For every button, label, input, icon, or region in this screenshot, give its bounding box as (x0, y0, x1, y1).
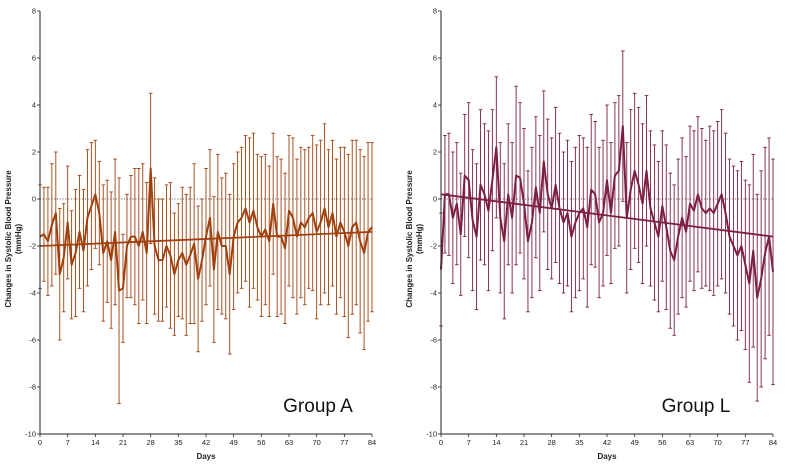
group-a-y-tick-label: 2 (32, 148, 36, 157)
group-l-y-tick-label: -8 (430, 383, 437, 392)
group-l-y-tick-label: -10 (426, 430, 437, 439)
group-a-x-tick-label: 49 (229, 438, 237, 447)
group-a-y-axis-title-line1: Changes in Systolic Blood Pressure (4, 170, 13, 308)
group-l-y-tick-label: 0 (433, 195, 437, 204)
group-a-x-tick-label: 7 (66, 438, 70, 447)
group-l-x-tick-label: 21 (520, 438, 528, 447)
group-a-y-tick-label: -10 (25, 430, 36, 439)
group-a-y-tick-label: 0 (32, 195, 36, 204)
group-l-x-tick-label: 7 (467, 438, 471, 447)
group-a-x-tick-label: 0 (38, 438, 42, 447)
group-l-x-tick-label: 49 (630, 438, 638, 447)
group-a-y-tick-label: 6 (32, 54, 36, 63)
group-l-x-tick-label: 56 (658, 438, 666, 447)
group-a-x-tick-label: 70 (312, 438, 320, 447)
group-l-y-axis-title: Changes in Systolic Blood Pressure (mmHg) (405, 170, 424, 308)
group-l-y-tick-label: 8 (433, 7, 437, 16)
group-l-y-tick-label: 2 (433, 148, 437, 157)
group-l-trend-line (440, 193, 774, 238)
group-l-y-tick-label: -4 (430, 289, 437, 298)
group-a-y-axis-title-line2: (mmHg) (14, 224, 23, 255)
group-l-y-axis-title-line1: Changes in Systolic Blood Pressure (405, 170, 414, 308)
group-a-y-tick-label: -8 (29, 383, 36, 392)
group-a-title: Group A (283, 396, 353, 417)
group-l-y-tick-label: 4 (433, 101, 437, 110)
group-a-x-axis-title: Days (196, 452, 216, 461)
group-l-y-axis-title-line2: (mmHg) (415, 224, 424, 255)
group-l-y-tick-label: -6 (430, 336, 437, 345)
group-a-y-tick-label: -6 (29, 336, 36, 345)
group-l-x-tick-label: 84 (769, 438, 777, 447)
group-a-y-tick-label: 8 (32, 7, 36, 16)
group-a-x-tick-label: 42 (202, 438, 210, 447)
group-a-mean-line (39, 167, 373, 292)
group-a-panel: -10 -8 -6 -4 -2 0 2 4 6 8 0 7 14 21 28 35 42 49 56 63 70 77 84… (4, 7, 376, 461)
group-l-x-tick-label: 42 (603, 438, 611, 447)
group-a-y-tick-label: -2 (29, 242, 36, 251)
group-l-x-tick-label: 14 (492, 438, 500, 447)
group-a-trend-line (39, 231, 373, 247)
group-a-x-tick-label: 28 (146, 438, 154, 447)
group-l-x-tick-label: 35 (575, 438, 583, 447)
group-a-y-tick-label: 4 (32, 101, 36, 110)
group-l-y-tick-label: -2 (430, 242, 437, 251)
group-a-x-tick-label: 21 (119, 438, 127, 447)
group-a-x-tick-label: 84 (368, 438, 376, 447)
group-a-x-tick-label: 14 (91, 438, 99, 447)
group-a-y-axis-title: Changes in Systolic Blood Pressure (mmHg) (4, 170, 23, 308)
group-a-x-tick-label: 63 (285, 438, 293, 447)
group-l-x-tick-label: 63 (686, 438, 694, 447)
group-l-panel: -10 -8 -6 -4 -2 0 2 4 6 8 0 7 14 21 28 35 42 49 56 63 70 77 84… (405, 7, 777, 461)
group-l-x-tick-label: 77 (741, 438, 749, 447)
group-a-x-tick-label: 35 (174, 438, 182, 447)
group-a-x-tick-label: 77 (340, 438, 348, 447)
group-a-y-tick-label: -4 (29, 289, 36, 298)
group-l-y-tick-label: 6 (433, 54, 437, 63)
group-l-x-tick-label: 0 (439, 438, 443, 447)
group-l-x-axis-title: Days (597, 452, 617, 461)
group-l-x-tick-label: 70 (713, 438, 721, 447)
group-a-x-tick-label: 56 (257, 438, 265, 447)
group-l-x-tick-label: 28 (547, 438, 555, 447)
group-l-mean-line (440, 125, 774, 299)
group-l-title: Group L (662, 396, 731, 417)
